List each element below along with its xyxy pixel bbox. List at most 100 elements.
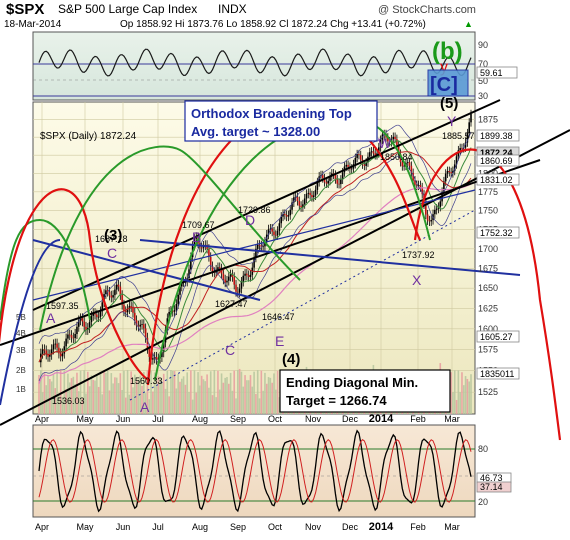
candle-body <box>161 352 163 357</box>
candle-body <box>188 269 190 279</box>
candle-body <box>453 164 456 171</box>
candle-body <box>446 170 449 174</box>
cycle-arc-red-left <box>0 188 151 382</box>
month-label-bottom: Oct <box>268 522 283 532</box>
volume-bar <box>274 389 277 414</box>
candle-body <box>99 311 102 317</box>
candle-body <box>329 176 331 181</box>
candle-body <box>403 165 405 167</box>
volume-bar <box>124 397 127 414</box>
month-label-bottom: Dec <box>342 522 359 532</box>
candle-body <box>280 216 283 224</box>
candle-body <box>155 357 158 360</box>
candle-body <box>298 200 301 206</box>
price-label-1560: 1560.33 <box>130 376 163 386</box>
wave-label-e: E <box>275 333 284 349</box>
price-panel: 1875185018251800177517501725170016751650… <box>0 38 570 441</box>
candle-body <box>285 214 288 217</box>
candle-body <box>247 275 250 277</box>
volume-bar <box>173 371 176 414</box>
month-label-top: Sep <box>230 414 246 424</box>
volume-bar <box>450 372 452 414</box>
candle-body <box>293 197 295 203</box>
volume-bar <box>199 385 201 414</box>
broadening-top-line-b <box>139 239 521 276</box>
candle-body <box>249 274 252 277</box>
candle-body <box>387 137 389 142</box>
wave-label-4: (4) <box>282 351 300 368</box>
candle-body <box>108 291 111 296</box>
price-tag-box <box>476 226 520 239</box>
candle-body <box>267 229 270 235</box>
candle-body <box>419 185 422 188</box>
month-label-top: 2014 <box>369 413 394 425</box>
volume-bar <box>87 371 89 414</box>
candle-body <box>307 192 310 194</box>
volume-bar <box>457 370 460 414</box>
candle-body <box>141 324 143 325</box>
candle-body <box>195 236 198 239</box>
volume-bar <box>45 385 48 414</box>
volume-bar <box>175 388 178 414</box>
volume-bar <box>211 395 214 414</box>
volume-bar <box>74 384 76 414</box>
volume-bar <box>150 370 152 414</box>
volume-bar <box>161 382 163 414</box>
stoch-d-tag-text: 37.14 <box>480 482 503 492</box>
volume-bar <box>112 383 114 414</box>
candle-body <box>470 113 472 123</box>
volume-bar <box>159 378 161 414</box>
ending-diagonal-title: Ending Diagonal Min. <box>286 375 418 390</box>
candle-body <box>135 320 138 326</box>
price-tick-label: 1775 <box>478 187 498 197</box>
month-label-top: Feb <box>410 414 426 424</box>
upper-broadening-line <box>32 99 501 311</box>
volume-bar <box>103 370 105 414</box>
month-label-top: Oct <box>268 414 283 424</box>
volume-bar <box>273 373 275 414</box>
price-legend: $SPX (Daily) 1872.24 <box>40 131 137 142</box>
candle-body <box>269 228 272 230</box>
volume-bar <box>121 390 123 414</box>
rsi-panel: 90 70 50 30 59.61 <box>32 31 518 101</box>
volume-bar <box>117 383 120 414</box>
candle-body <box>233 277 236 285</box>
volume-bar <box>227 383 230 414</box>
candle-body <box>126 309 129 313</box>
month-label-bottom: Feb <box>410 522 426 532</box>
volume-bar <box>94 380 96 414</box>
candle-body <box>435 208 438 210</box>
candle-body <box>318 176 320 183</box>
price-label-1885: 1885.57 <box>442 131 475 141</box>
candle-body <box>171 310 174 312</box>
candle-body <box>180 282 183 287</box>
volume-bar <box>224 377 226 414</box>
candle-body <box>457 150 460 157</box>
candle-body <box>63 346 66 354</box>
candle-body <box>316 182 319 190</box>
candle-body <box>258 244 261 246</box>
volume-bar <box>90 375 93 414</box>
volume-bar <box>249 375 252 414</box>
month-label-bottom: Jul <box>152 522 164 532</box>
candle-body <box>372 151 375 154</box>
wave-label-y: Y <box>447 113 457 129</box>
month-label-bottom: Sep <box>230 522 246 532</box>
candle-body <box>49 354 51 357</box>
volume-bar <box>215 397 217 414</box>
volume-bar <box>251 386 254 414</box>
candle-body <box>115 284 118 290</box>
candle-body <box>425 204 427 215</box>
cycle-arc-green-middle <box>39 145 301 331</box>
candle-body <box>246 273 248 276</box>
volume-bar <box>101 394 104 414</box>
month-label-top: Aug <box>192 414 208 424</box>
candle-body <box>412 172 414 181</box>
candle-body <box>128 306 131 310</box>
volume-bar <box>115 377 118 414</box>
rsi-tick-50: 50 <box>478 76 488 86</box>
month-axis-bottom: Apr May Jun Jul Aug Sep Oct Nov Dec 2014 Feb Mar <box>35 521 460 533</box>
volume-bar <box>114 377 116 414</box>
candle-body <box>143 324 145 329</box>
